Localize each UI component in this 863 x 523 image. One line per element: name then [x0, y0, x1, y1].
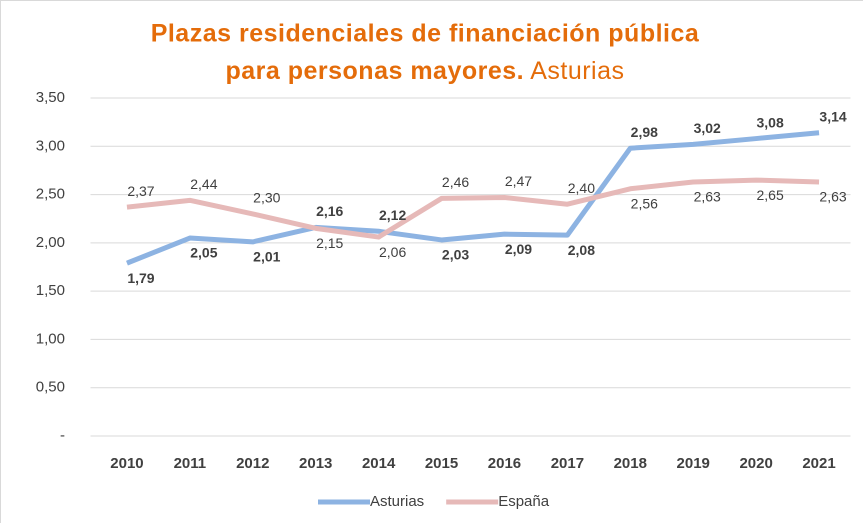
- data-label: 1,79: [127, 270, 154, 286]
- chart-title: para personas mayores.: [225, 57, 524, 85]
- data-label: 2,09: [505, 241, 532, 257]
- data-label: 2,37: [127, 183, 154, 199]
- y-tick-label: -: [60, 427, 65, 444]
- data-label: 2,01: [253, 249, 280, 265]
- x-tick-label: 2019: [677, 455, 710, 472]
- x-tick-label: 2010: [110, 455, 143, 472]
- data-label: 2,40: [568, 180, 595, 196]
- x-tick-label: 2021: [802, 455, 835, 472]
- x-tick-label: 2012: [236, 455, 269, 472]
- data-label: 3,08: [757, 114, 784, 130]
- legend-label: España: [498, 493, 550, 510]
- x-tick-label: 2020: [739, 455, 772, 472]
- data-label: 2,15: [316, 235, 343, 251]
- data-label: 2,46: [442, 174, 469, 190]
- data-label: 2,03: [442, 247, 469, 263]
- x-tick-label: 2017: [551, 455, 584, 472]
- data-label: 2,12: [379, 207, 406, 223]
- x-tick-label: 2016: [488, 455, 521, 472]
- y-tick-label: 1,00: [36, 330, 65, 347]
- data-label: 2,16: [316, 203, 343, 219]
- data-label: 2,08: [568, 242, 595, 258]
- series-line: [126, 177, 820, 240]
- data-label: 2,47: [505, 173, 532, 189]
- data-label: 2,44: [190, 176, 217, 192]
- data-label: 2,05: [190, 245, 217, 261]
- x-tick-label: 2011: [174, 455, 207, 472]
- x-tick-label: 2014: [362, 455, 396, 472]
- y-tick-label: 1,50: [36, 282, 65, 299]
- chart-title: Plazas residenciales de financiación púb…: [151, 20, 700, 48]
- data-label: 3,02: [694, 120, 721, 136]
- y-tick-label: 3,00: [36, 137, 65, 154]
- data-label: 2,30: [253, 190, 280, 206]
- data-label: 2,63: [694, 189, 721, 205]
- series-line: [126, 130, 820, 266]
- y-tick-label: 3,50: [36, 89, 65, 106]
- y-tick-label: 2,50: [36, 186, 65, 203]
- x-tick-label: 2015: [425, 455, 458, 472]
- y-tick-label: 0,50: [36, 379, 65, 396]
- data-label: 2,98: [631, 124, 658, 140]
- x-tick-label: 2013: [299, 455, 332, 472]
- data-label: 2,63: [819, 189, 846, 205]
- data-label: 2,65: [757, 187, 784, 203]
- y-tick-label: 2,00: [36, 234, 65, 251]
- data-label: 2,56: [631, 195, 658, 211]
- data-label: 3,14: [819, 108, 846, 124]
- data-label: 2,06: [379, 244, 406, 260]
- chart-subtitle: Asturias: [530, 57, 624, 85]
- x-tick-label: 2018: [614, 455, 647, 472]
- chart-title: para personas mayores. Asturias: [225, 57, 624, 85]
- legend-label: Asturias: [370, 493, 424, 510]
